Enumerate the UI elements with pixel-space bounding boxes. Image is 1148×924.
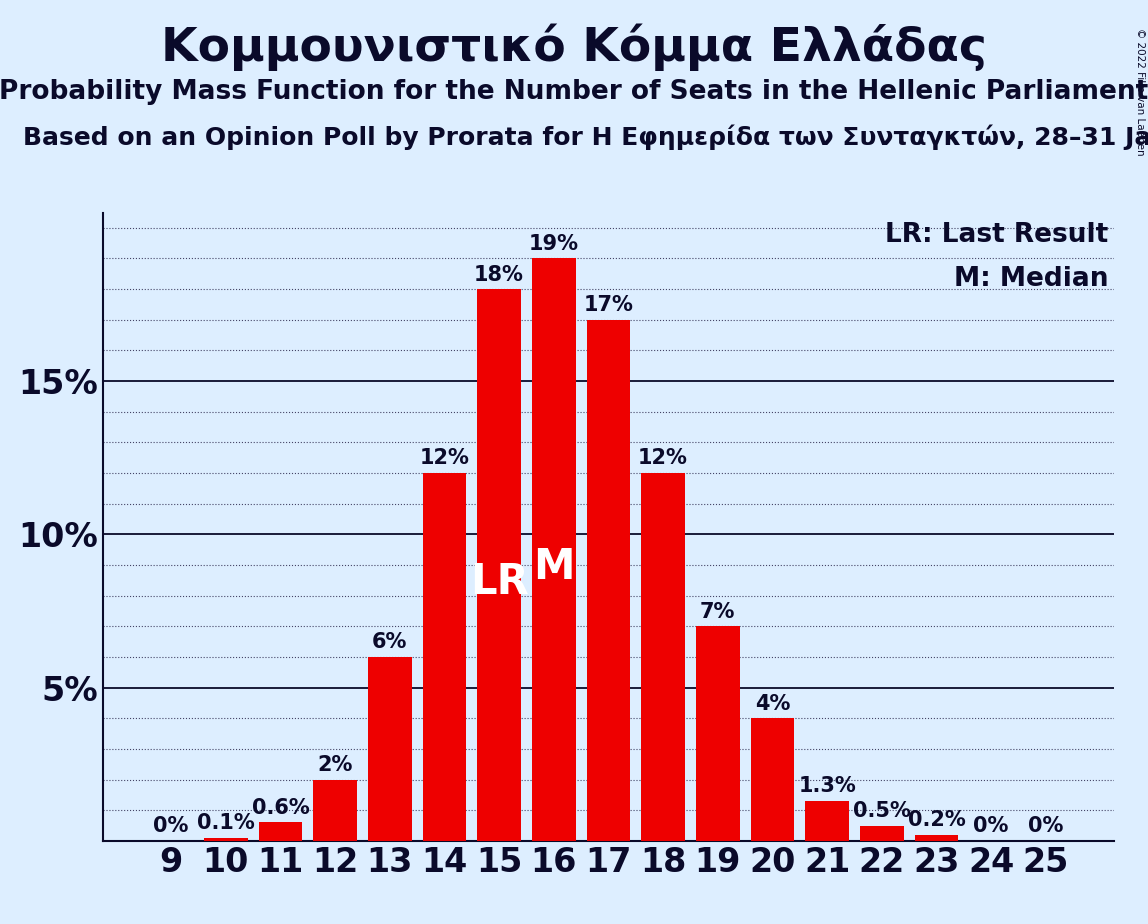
Text: 0.5%: 0.5% xyxy=(853,801,910,821)
Bar xyxy=(204,838,248,841)
Text: Κομμουνιστικό Κόμμα Ελλάδας: Κομμουνιστικό Κόμμα Ελλάδας xyxy=(161,23,987,70)
Bar xyxy=(258,822,302,841)
Text: M: M xyxy=(533,546,574,589)
Text: 12%: 12% xyxy=(419,448,470,468)
Bar xyxy=(367,657,412,841)
Bar xyxy=(642,473,685,841)
Bar xyxy=(860,825,903,841)
Text: 12%: 12% xyxy=(638,448,688,468)
Bar xyxy=(532,259,575,841)
Text: 2%: 2% xyxy=(317,755,352,775)
Text: 0.1%: 0.1% xyxy=(197,813,255,833)
Bar xyxy=(313,780,357,841)
Bar xyxy=(422,473,466,841)
Text: 1.3%: 1.3% xyxy=(798,776,856,796)
Text: 7%: 7% xyxy=(700,602,736,622)
Bar xyxy=(478,289,521,841)
Text: © 2022 Filip van Laenen: © 2022 Filip van Laenen xyxy=(1135,28,1145,155)
Bar xyxy=(805,801,850,841)
Text: LR: Last Result: LR: Last Result xyxy=(885,222,1109,248)
Text: M: Median: M: Median xyxy=(954,266,1109,292)
Text: Based on an Opinion Poll by Prorata for Η Εφημερίδα των Συνταγκτών, 28–31 Januar: Based on an Opinion Poll by Prorata for … xyxy=(23,125,1148,151)
Text: 0%: 0% xyxy=(974,816,1009,836)
Text: 19%: 19% xyxy=(529,234,579,254)
Bar xyxy=(915,834,959,841)
Text: 0.6%: 0.6% xyxy=(251,797,309,818)
Text: 0.2%: 0.2% xyxy=(908,810,965,830)
Text: 0%: 0% xyxy=(1029,816,1063,836)
Text: 17%: 17% xyxy=(583,295,634,315)
Text: 6%: 6% xyxy=(372,632,408,652)
Text: 18%: 18% xyxy=(474,264,523,285)
Text: LR: LR xyxy=(470,561,528,602)
Text: Probability Mass Function for the Number of Seats in the Hellenic Parliament: Probability Mass Function for the Number… xyxy=(0,79,1148,104)
Text: 0%: 0% xyxy=(154,816,188,836)
Bar xyxy=(696,626,739,841)
Bar xyxy=(751,718,794,841)
Bar xyxy=(587,320,630,841)
Text: 4%: 4% xyxy=(754,694,790,713)
